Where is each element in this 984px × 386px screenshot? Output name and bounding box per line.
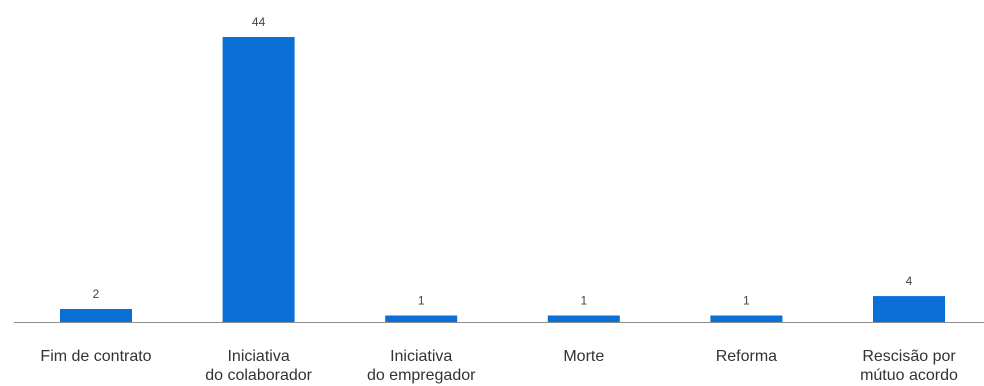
value-label-1: 2 — [93, 287, 100, 301]
bar-4 — [547, 315, 620, 322]
category-label-5: Reforma — [716, 348, 777, 365]
value-label-6: 4 — [906, 274, 913, 288]
value-labels-layer: 2 44 1 1 1 4 — [93, 15, 913, 308]
category-label-5-line-1: Reforma — [716, 348, 777, 365]
category-label-6-line-2: mútuo acordo — [860, 367, 958, 384]
value-label-5: 1 — [743, 294, 750, 308]
category-label-3-line-2: do empregador — [367, 367, 476, 384]
category-label-2-line-1: Iniciativa — [227, 348, 289, 365]
category-label-2: Iniciativa do colaborador — [205, 348, 312, 384]
bar-1 — [60, 309, 132, 322]
category-label-3: Iniciativa do empregador — [367, 348, 476, 384]
category-labels-layer: Fim de contrato Iniciativa do colaboradorI… — [40, 348, 958, 384]
category-label-4: Morte — [563, 348, 604, 365]
category-label-3-line-1: Iniciativa — [390, 348, 452, 365]
category-label-1-line-1: Fim de contrato — [40, 348, 151, 365]
category-label-1: Fim de contrato — [40, 348, 151, 365]
bar-5 — [710, 315, 783, 322]
category-label-6: Rescisão por mútuo acordo — [860, 348, 958, 384]
category-label-2-line-2: do colaborador — [205, 367, 312, 384]
bars-layer — [60, 37, 945, 322]
value-label-4: 1 — [580, 294, 587, 308]
bar-2 — [222, 37, 295, 322]
value-label-2: 44 — [252, 15, 266, 29]
bar-3 — [385, 315, 458, 322]
category-label-6-line-1: Rescisão por — [862, 348, 956, 365]
value-label-3: 1 — [418, 294, 425, 308]
category-label-4-line-1: Morte — [563, 348, 604, 365]
bar-6 — [873, 296, 945, 322]
